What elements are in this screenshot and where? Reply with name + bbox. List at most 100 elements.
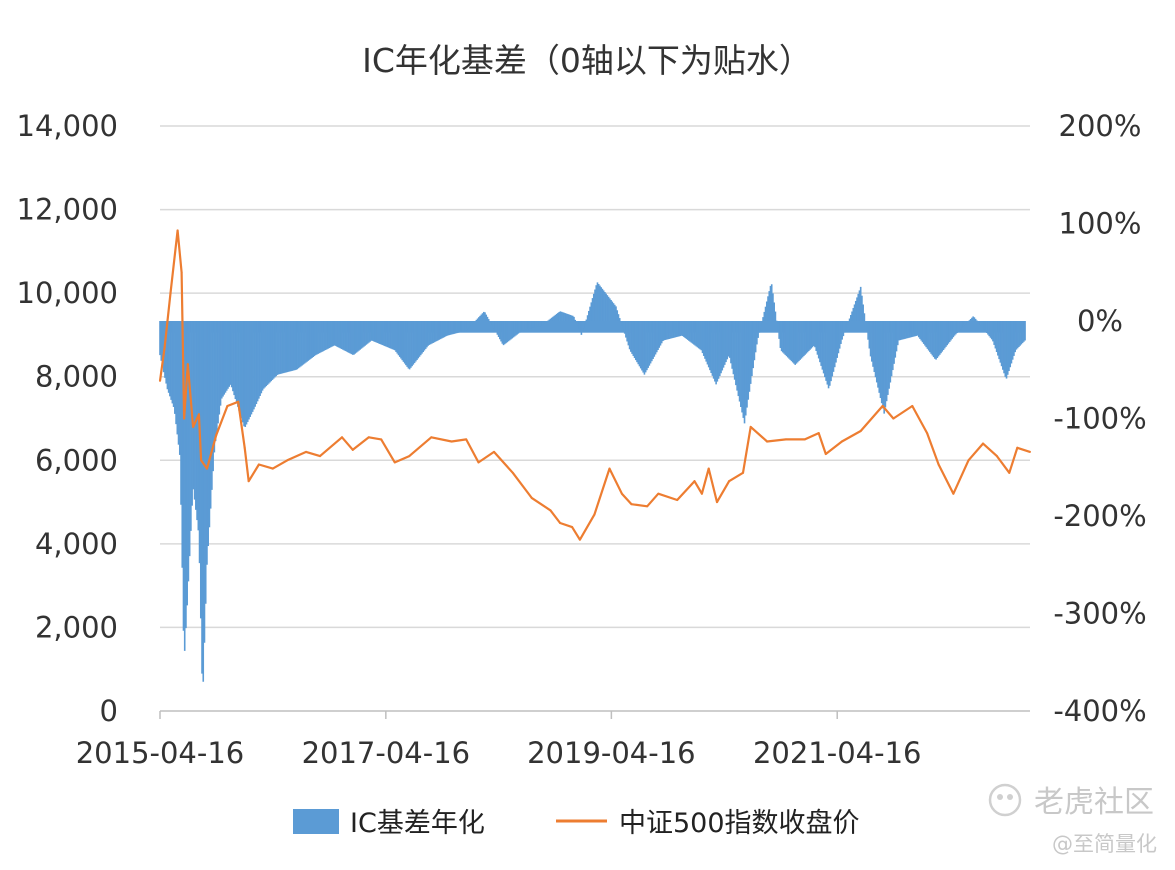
bar-mark — [326, 321, 328, 350]
bar-mark — [358, 321, 360, 351]
bar-mark — [767, 296, 769, 321]
bar-mark — [228, 321, 231, 387]
bar-mark — [428, 321, 431, 345]
bar-mark — [348, 321, 350, 353]
bar-mark — [824, 321, 826, 378]
bar-mark — [591, 298, 594, 321]
bar-mark — [906, 321, 909, 339]
bar-mark — [988, 321, 991, 337]
bar-mark — [984, 321, 987, 332]
bar-mark — [172, 321, 175, 407]
bar-mark — [485, 314, 488, 321]
bar-mark — [845, 321, 847, 330]
bar-mark — [555, 313, 558, 321]
bar-mark — [416, 321, 418, 360]
bar-mark — [263, 321, 265, 389]
bar-mark — [245, 321, 248, 425]
bar-mark — [547, 320, 549, 322]
bar-mark — [894, 321, 897, 358]
line-point — [180, 271, 183, 274]
bar-mark — [840, 321, 842, 344]
bar-mark — [620, 321, 622, 322]
bar-mark — [853, 304, 856, 321]
bar-mark — [942, 321, 945, 351]
bar-mark — [521, 321, 523, 331]
line-point — [693, 480, 696, 483]
bar-mark — [165, 321, 167, 384]
y-right-tick-label: -400% — [1053, 694, 1146, 728]
bar-mark — [999, 321, 1002, 363]
bar-mark — [537, 321, 539, 327]
bar-mark — [715, 321, 717, 385]
bar-mark — [370, 321, 373, 341]
line-point — [163, 346, 166, 349]
bar-mark — [193, 321, 196, 500]
bar-baseline-band — [160, 321, 1026, 333]
bar-mark — [473, 321, 475, 323]
line-point — [169, 292, 172, 295]
bar-mark — [688, 321, 690, 341]
bar-mark — [489, 321, 491, 322]
bar-mark — [166, 321, 169, 390]
bar-mark — [872, 321, 874, 367]
bar-mark — [342, 321, 344, 350]
bar-mark — [573, 316, 575, 321]
bar-mark — [506, 321, 509, 343]
bar-mark — [985, 321, 988, 334]
bar-mark — [947, 321, 950, 344]
bar-mark — [159, 321, 161, 356]
bar-mark — [402, 321, 405, 362]
bar-mark — [1005, 321, 1008, 379]
bar-mark — [497, 321, 500, 337]
bar-mark — [1019, 321, 1021, 346]
bar-mark — [251, 321, 254, 412]
bar-mark — [711, 321, 714, 376]
bar-mark — [449, 321, 452, 335]
bar-mark — [837, 321, 840, 354]
bar-mark — [805, 321, 808, 354]
bar-mark — [732, 321, 735, 375]
bar-mark — [160, 321, 163, 361]
bar-mark — [814, 321, 816, 348]
bar-mark — [380, 321, 383, 345]
bar-mark — [585, 319, 588, 321]
bar-mark — [689, 321, 691, 342]
bar-mark — [548, 319, 551, 321]
bar-mark — [648, 321, 651, 366]
bar-mark — [339, 321, 342, 349]
bar-mark — [998, 321, 1000, 360]
bar-mark — [401, 321, 404, 361]
line-point — [749, 425, 752, 428]
bar-mark — [884, 321, 887, 408]
bar-mark — [748, 321, 751, 392]
bar-mark — [508, 321, 511, 341]
bar-mark — [683, 321, 685, 338]
bar-mark — [821, 321, 824, 370]
bar-mark — [313, 321, 316, 357]
bar-mark — [992, 321, 994, 342]
bar-mark — [1013, 321, 1015, 356]
bar-mark — [237, 321, 239, 407]
bar-mark — [436, 321, 438, 342]
bar-mark — [946, 321, 949, 346]
bar-mark — [250, 321, 253, 415]
bar-mark — [728, 321, 731, 358]
bar-mark — [458, 321, 460, 333]
line-point — [430, 436, 433, 439]
bar-mark — [312, 321, 315, 358]
bar-mark — [811, 321, 814, 348]
bar-mark — [480, 314, 483, 321]
bar-mark — [408, 321, 411, 370]
line-point — [286, 459, 289, 462]
bar-mark — [427, 321, 429, 346]
line-point — [176, 229, 179, 232]
bar-mark — [825, 321, 827, 381]
bar-mark — [181, 321, 184, 568]
line-point — [408, 455, 411, 458]
bar-mark — [167, 321, 170, 393]
bar-mark — [691, 321, 694, 344]
bar-mark — [652, 321, 654, 359]
bar-mark — [343, 321, 345, 351]
bar-mark — [817, 321, 820, 359]
bar-mark — [466, 321, 469, 330]
